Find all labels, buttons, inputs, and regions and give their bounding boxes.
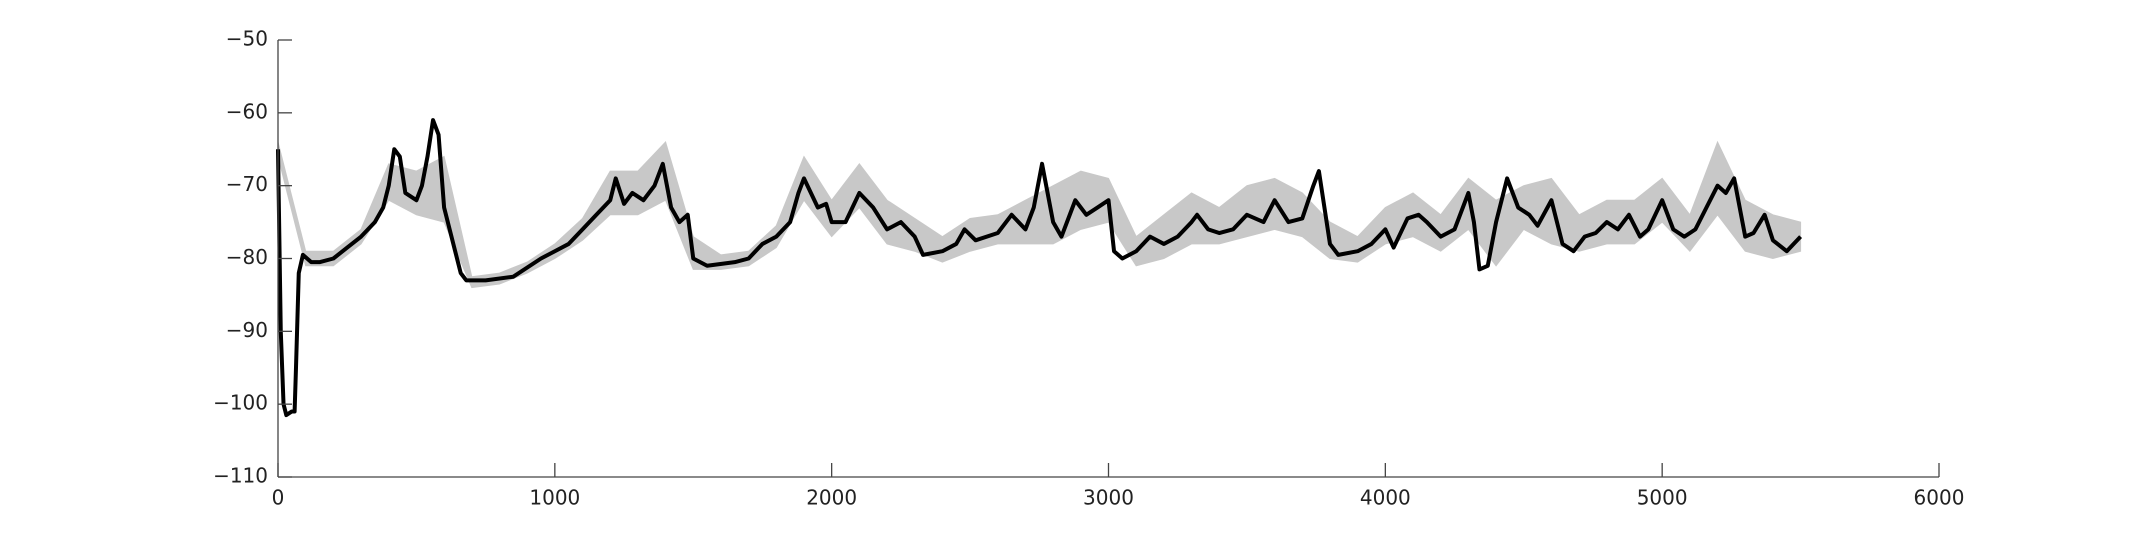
y-tick-label: −90 xyxy=(226,318,268,342)
line xyxy=(276,118,1803,418)
x-tick-label: 6000 xyxy=(1914,486,1965,510)
y-tick-label: −50 xyxy=(226,27,268,51)
noise-band xyxy=(277,140,1802,289)
x-tick-label: 0 xyxy=(272,486,285,510)
y-tick-label: −110 xyxy=(213,464,268,488)
x-tick-label: 2000 xyxy=(806,486,857,510)
y-tick-label: −100 xyxy=(213,391,268,415)
y-tick-label: −70 xyxy=(226,172,268,196)
x-tick-label: 3000 xyxy=(1083,486,1134,510)
x-tick-label: 1000 xyxy=(529,486,580,510)
y-tick-label: −80 xyxy=(226,245,268,269)
x-tick-label: 5000 xyxy=(1637,486,1688,510)
y-tick-label: −60 xyxy=(226,99,268,123)
x-tick-label: 4000 xyxy=(1360,486,1411,510)
